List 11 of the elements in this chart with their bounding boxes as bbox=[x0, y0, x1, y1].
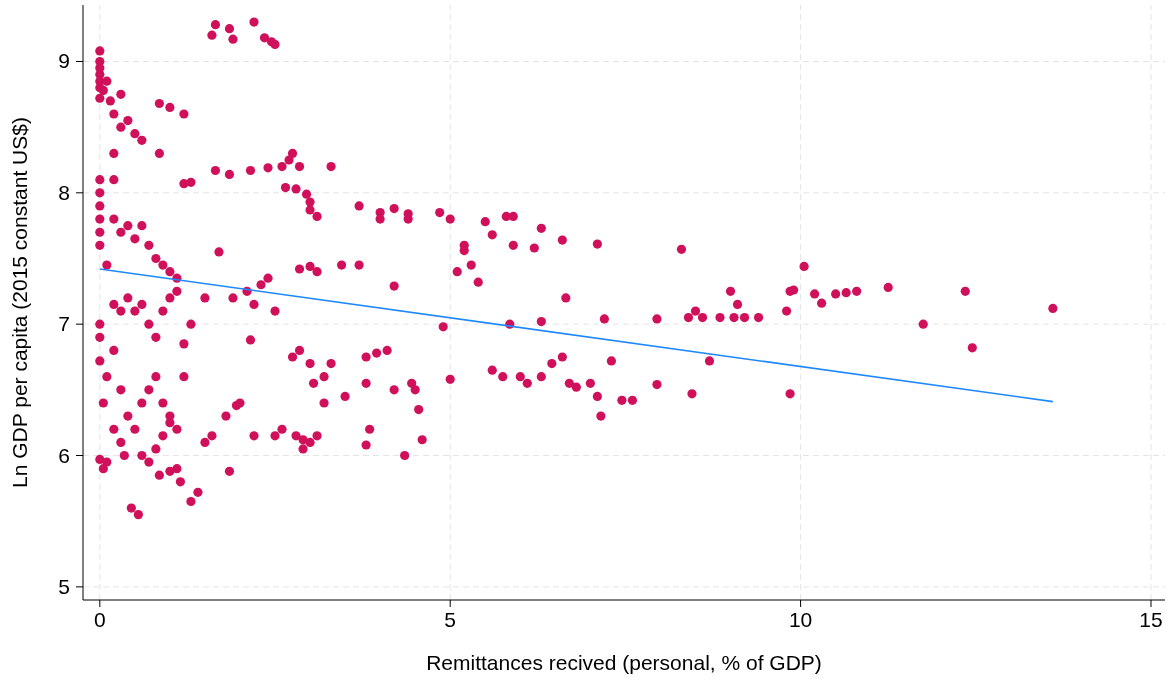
y-tick-label: 5 bbox=[58, 574, 70, 598]
x-axis-title: Remittances recived (personal, % of GDP) bbox=[426, 651, 822, 674]
y-tick-label: 8 bbox=[58, 180, 70, 204]
y-axis-title: Ln GDP per capita (2015 constant US$) bbox=[8, 117, 31, 488]
x-tick-label: 15 bbox=[1139, 608, 1163, 631]
y-tick-label: 6 bbox=[58, 443, 70, 467]
x-tick-label: 10 bbox=[788, 608, 813, 631]
y-tick-label: 7 bbox=[58, 312, 70, 336]
x-tick-label: 0 bbox=[93, 608, 106, 631]
y-tick-label: 9 bbox=[58, 49, 70, 73]
x-tick-label: 5 bbox=[444, 608, 457, 631]
